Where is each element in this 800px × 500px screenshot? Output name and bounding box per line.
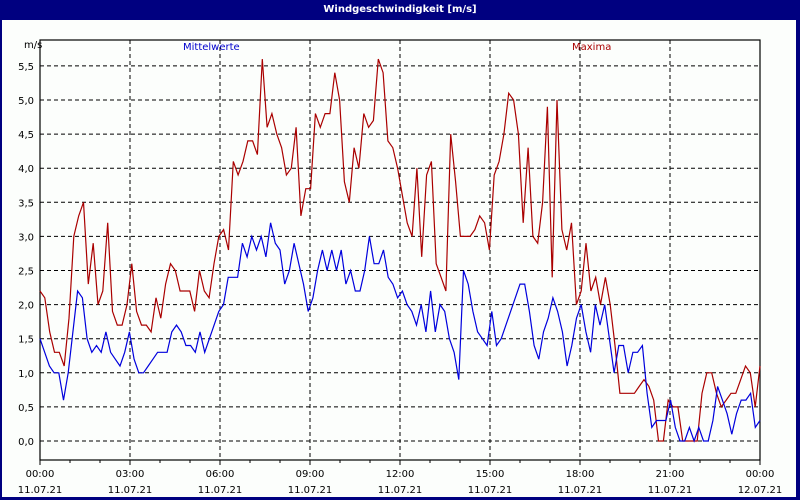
x-tick-time: 03:00 — [116, 469, 145, 480]
y-tick-label: 0,0 — [18, 437, 34, 448]
x-tick-date: 11.07.21 — [108, 485, 153, 496]
plot-border — [39, 39, 761, 461]
x-tick-date: 11.07.21 — [288, 485, 333, 496]
x-tick-date: 11.07.21 — [198, 485, 243, 496]
x-tick-date: 11.07.21 — [18, 485, 63, 496]
y-tick-label: 2,5 — [18, 267, 34, 278]
legend-max: Maxima — [572, 42, 612, 53]
y-tick-label: 5,5 — [18, 62, 34, 73]
window-title: Windgeschwindigkeit [m/s] — [0, 0, 800, 20]
y-tick-label: 3,5 — [18, 198, 34, 209]
x-tick-time: 12:00 — [386, 469, 415, 480]
x-tick-date: 11.07.21 — [558, 485, 603, 496]
y-tick-label: 3,0 — [18, 232, 34, 243]
y-tick-label: 1,5 — [18, 335, 34, 346]
y-tick-label: 2,0 — [18, 301, 34, 312]
x-tick-time: 15:00 — [476, 469, 505, 480]
x-tick-date: 12.07.21 — [738, 485, 783, 496]
x-tick-time: 18:00 — [566, 469, 595, 480]
x-tick-date: 11.07.21 — [468, 485, 513, 496]
y-tick-label: 0,5 — [18, 403, 34, 414]
series-line-max — [39, 58, 761, 442]
x-tick-time: 00:00 — [26, 469, 55, 480]
y-tick-label: 4,5 — [18, 130, 34, 141]
x-tick-date: 11.07.21 — [648, 485, 693, 496]
y-tick-label: 1,0 — [18, 369, 34, 380]
x-tick-time: 00:00 — [746, 469, 775, 480]
x-tick-time: 09:00 — [296, 469, 325, 480]
x-tick-time: 21:00 — [656, 469, 685, 480]
legend-mean: Mittelwerte — [183, 42, 240, 53]
x-tick-date: 11.07.21 — [378, 485, 423, 496]
y-tick-label: 5,0 — [18, 96, 34, 107]
y-axis-unit: m/s — [24, 40, 42, 51]
y-tick-label: 4,0 — [18, 164, 34, 175]
series-line-mean — [39, 222, 761, 443]
x-tick-time: 06:00 — [206, 469, 235, 480]
